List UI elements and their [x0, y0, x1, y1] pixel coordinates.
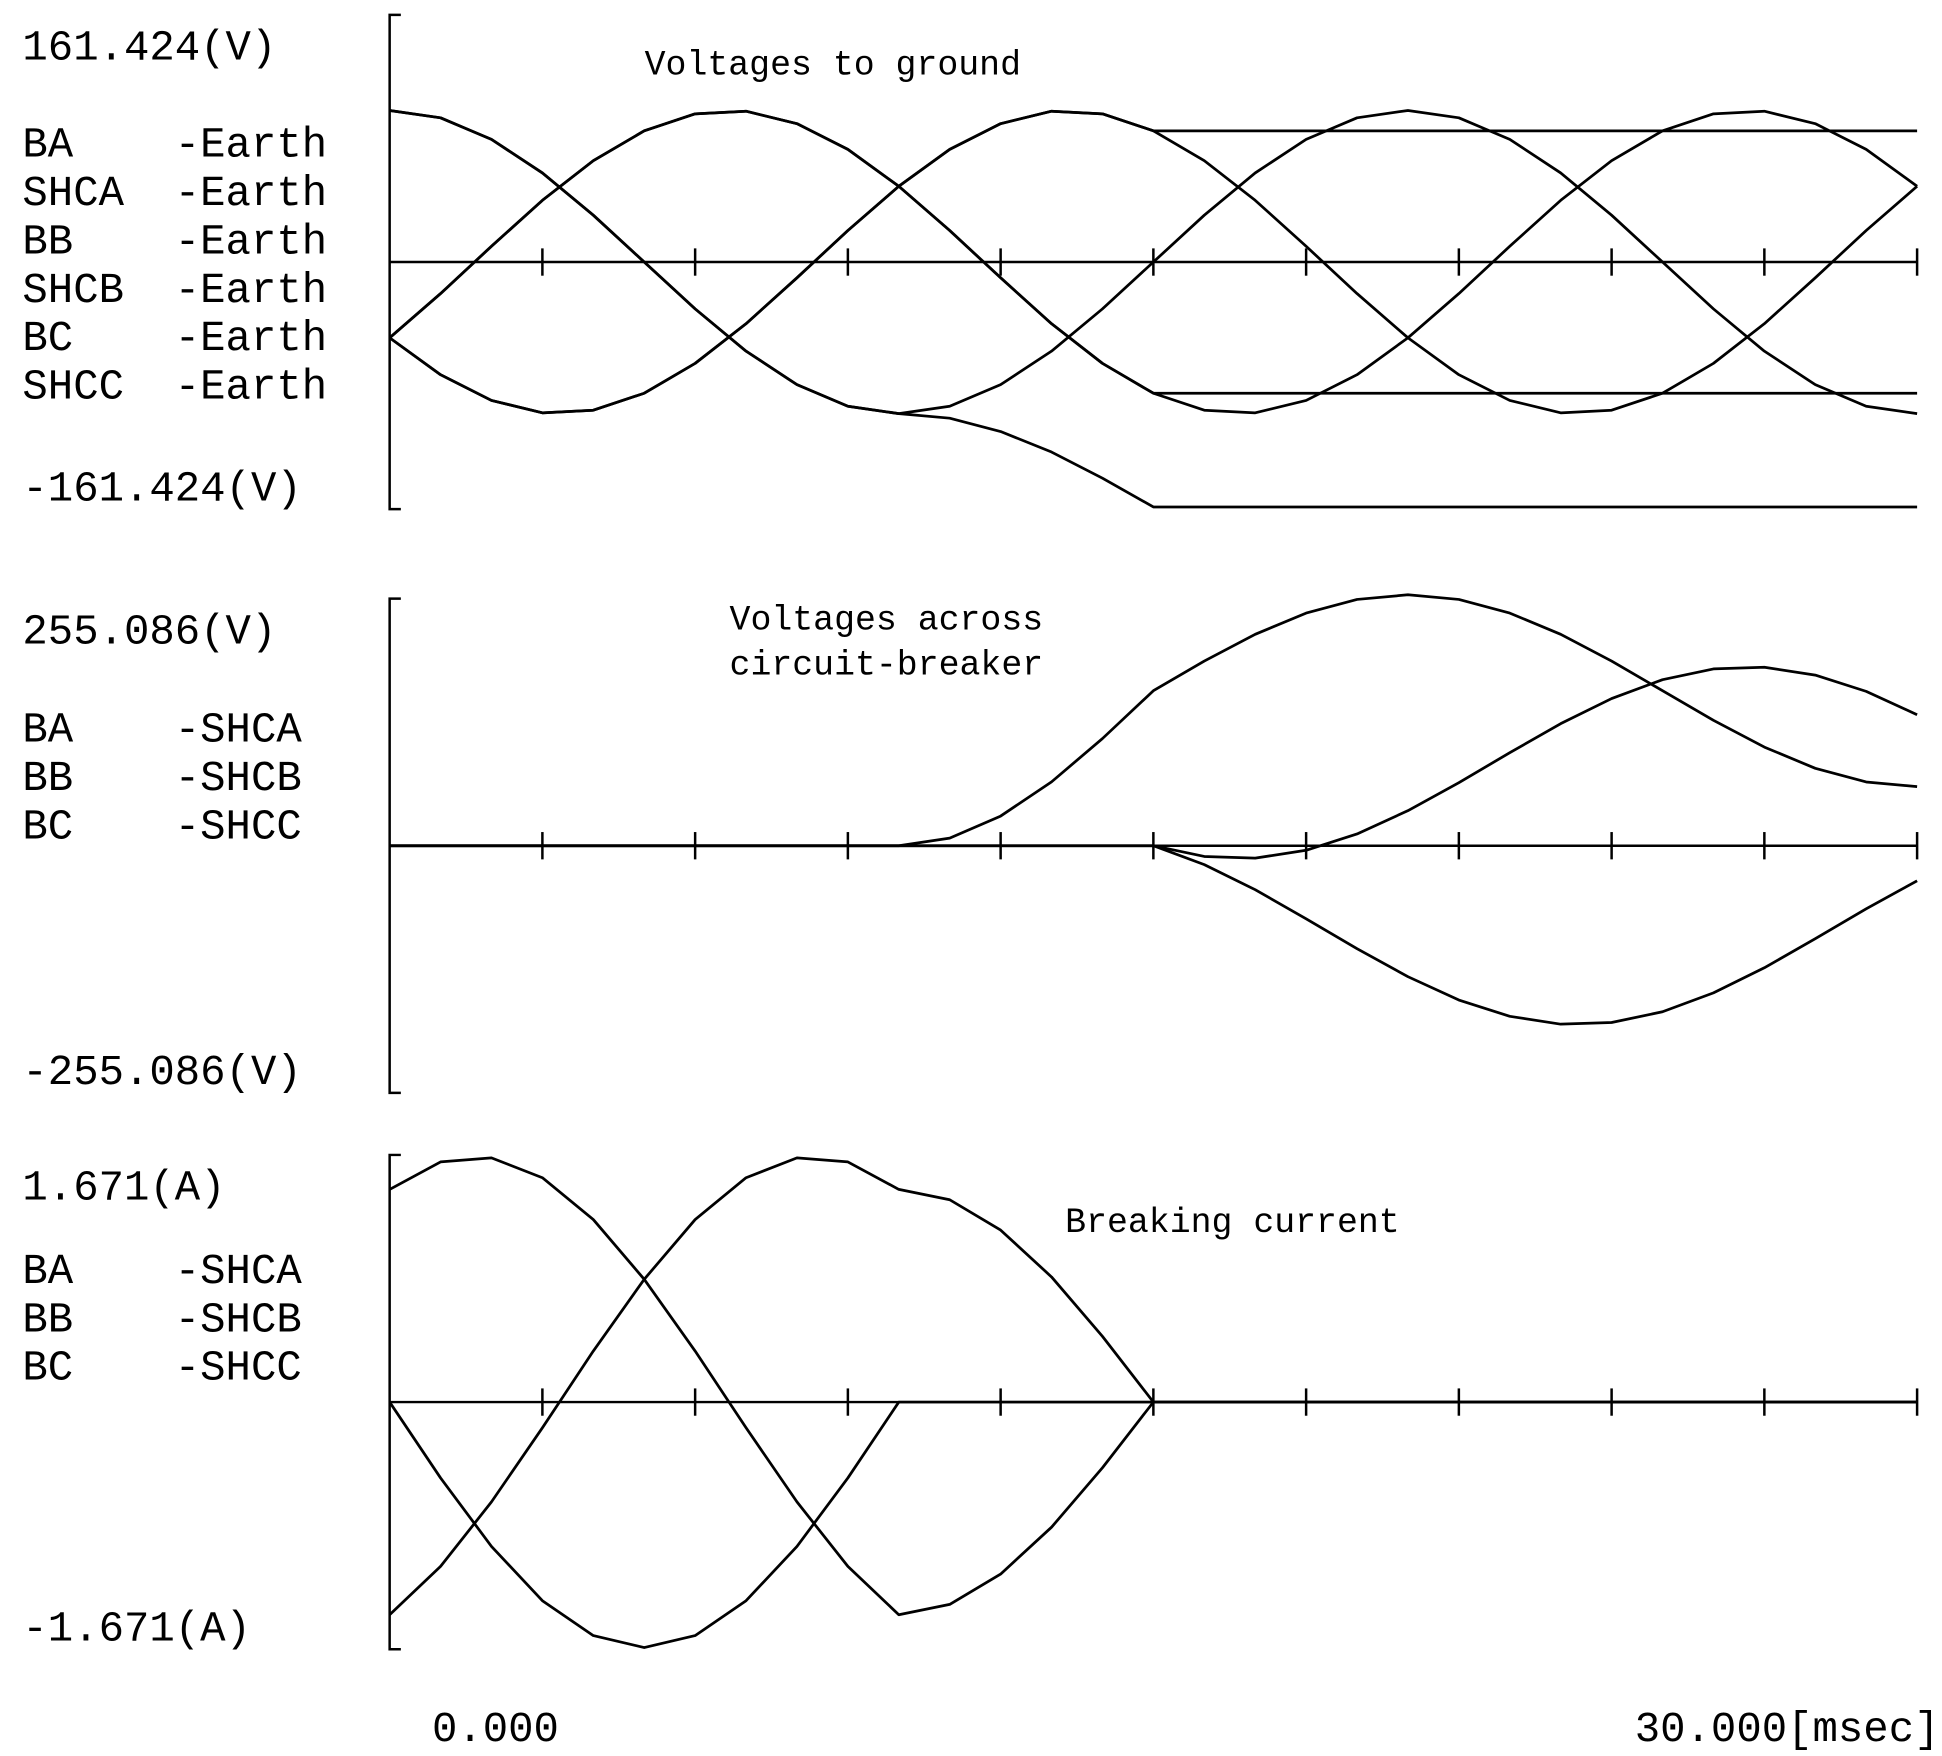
- legend-entry: BA -SHCA: [22, 1248, 302, 1296]
- series-line: [389, 109, 1918, 509]
- series-line: [388, 109, 1918, 415]
- legend-entry: BB -Earth: [22, 218, 327, 266]
- y-tick-label: 1.671(A): [22, 1165, 225, 1213]
- legend-entry: BB -SHCB: [22, 1296, 301, 1344]
- legend-entry: SHCC -Earth: [22, 364, 327, 412]
- x-tick-label: 30.000[msec]: [1635, 1706, 1940, 1754]
- y-tick-label: 255.086(V): [22, 608, 276, 656]
- legend-entry: BA -SHCA: [22, 706, 302, 754]
- chart-title: Breaking current: [1065, 1204, 1400, 1243]
- chart-title: Voltages across: [730, 602, 1044, 641]
- legend-entry: BB -SHCB: [22, 755, 301, 803]
- y-tick-label: -161.424(V): [22, 466, 301, 514]
- chart-title: Voltages to ground: [645, 47, 1021, 86]
- legend-entry: BC -Earth: [22, 315, 327, 363]
- y-tick-label: -1.671(A): [22, 1606, 251, 1654]
- legend-entry: BA -Earth: [22, 122, 327, 170]
- series-line: [389, 844, 1918, 1026]
- series-line: [389, 593, 1918, 848]
- legend-entry: BC -SHCC: [22, 1345, 301, 1393]
- chart-title: circuit-breaker: [730, 646, 1044, 685]
- series-line: [388, 1156, 1918, 1616]
- y-tick-label: -255.086(V): [22, 1049, 301, 1097]
- y-tick-label: 161.424(V): [22, 25, 276, 73]
- x-tick-label: 0.000: [432, 1706, 559, 1754]
- legend-entry: SHCA -Earth: [22, 170, 327, 218]
- series-line: [389, 665, 1918, 860]
- legend-entry: BC -SHCC: [22, 803, 301, 851]
- legend-entry: SHCB -Earth: [22, 267, 327, 315]
- series-line: [388, 1400, 1918, 1649]
